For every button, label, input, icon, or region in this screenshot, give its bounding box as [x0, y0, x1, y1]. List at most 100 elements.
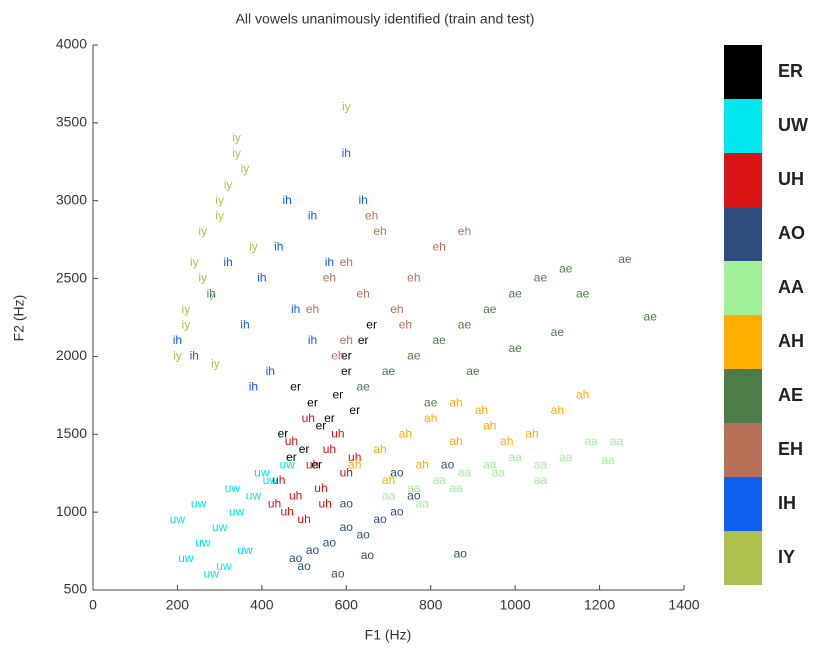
point-label: uw [178, 551, 194, 565]
point-label: eh [399, 317, 412, 331]
point-label: aa [492, 465, 506, 479]
point-label: ah [525, 426, 538, 440]
point-label: ih [308, 208, 317, 222]
point-label: er [349, 403, 360, 417]
point-label: ah [449, 395, 462, 409]
point-label: ae [576, 286, 590, 300]
point-label: uh [297, 512, 310, 526]
point-label: eh [340, 333, 353, 347]
y-tick-label: 500 [64, 581, 88, 597]
point-label: ih [207, 286, 216, 300]
point-label: uh [306, 458, 319, 472]
point-label: er [324, 411, 335, 425]
point-label: ae [559, 261, 573, 275]
legend-swatch [724, 261, 762, 315]
point-label: ao [441, 458, 455, 472]
point-label: ih [308, 333, 317, 347]
point-label: iy [342, 99, 351, 113]
point-label: ao [297, 559, 311, 573]
point-label: ih [358, 193, 367, 207]
point-label: ah [382, 473, 395, 487]
point-label: eh [458, 224, 471, 238]
point-label: aa [432, 473, 446, 487]
point-label: ih [266, 364, 275, 378]
point-label: ih [190, 349, 199, 363]
y-axis-label: F2 (Hz) [11, 295, 27, 342]
point-label: ae [534, 271, 548, 285]
point-label: aa [449, 481, 463, 495]
point-label: uw [216, 559, 232, 573]
point-label: eh [373, 224, 386, 238]
point-label: eh [340, 255, 353, 269]
y-tick-label: 1000 [56, 503, 87, 519]
legend-label: AO [778, 223, 805, 243]
point-label: uh [348, 450, 361, 464]
point-label: ah [551, 403, 564, 417]
point-label: uh [314, 481, 327, 495]
point-label: ah [449, 434, 462, 448]
x-tick-label: 800 [419, 597, 443, 613]
point-label: ae [407, 349, 421, 363]
y-tick-label: 4000 [56, 36, 87, 52]
point-label: aa [584, 434, 598, 448]
point-label: iy [224, 177, 233, 191]
legend-swatch [724, 99, 762, 153]
legend-label: ER [778, 61, 803, 81]
point-label: uw [212, 520, 228, 534]
point-label: uh [272, 473, 285, 487]
point-label: ao [331, 567, 345, 581]
point-label: iy [215, 208, 224, 222]
point-label: er [290, 380, 301, 394]
point-label: iy [173, 349, 182, 363]
point-label: aa [458, 465, 472, 479]
point-label: er [341, 364, 352, 378]
point-label: ae [466, 364, 480, 378]
legend-label: AH [778, 331, 804, 351]
point-label: uw [225, 481, 241, 495]
x-tick-label: 400 [250, 597, 274, 613]
point-label: ae [508, 286, 522, 300]
point-label: ao [356, 528, 370, 542]
point-label: er [307, 395, 318, 409]
point-label: ae [551, 325, 565, 339]
point-label: aa [483, 458, 497, 472]
point-label: uw [195, 535, 211, 549]
point-label: ao [407, 489, 421, 503]
point-label: eh [365, 208, 378, 222]
point-label: aa [407, 481, 421, 495]
y-tick-label: 2500 [56, 269, 87, 285]
point-label: iy [198, 224, 207, 238]
point-label: aa [610, 434, 624, 448]
point-label: er [311, 458, 322, 472]
point-label: iy [241, 162, 250, 176]
point-label: eh [323, 271, 336, 285]
legend-label: UW [778, 115, 808, 135]
x-tick-label: 1400 [668, 597, 699, 613]
point-label: eh [306, 302, 319, 316]
point-label: ah [576, 388, 589, 402]
point-label: aa [416, 497, 430, 511]
legend-label: EH [778, 439, 803, 459]
legend-label: IY [778, 547, 795, 567]
point-label: ae [356, 380, 370, 394]
point-label: iy [232, 146, 241, 160]
point-label: ae [424, 395, 438, 409]
point-label: uw [229, 504, 245, 518]
point-label: ih [283, 193, 292, 207]
point-label: eh [331, 349, 344, 363]
point-label: aa [382, 489, 396, 503]
point-label: uw [246, 489, 262, 503]
x-tick-label: 1200 [584, 597, 615, 613]
point-label: er [341, 349, 352, 363]
point-label: ae [432, 333, 446, 347]
point-label: er [366, 317, 377, 331]
point-label: eh [432, 240, 445, 254]
point-label: ih [173, 333, 182, 347]
point-label: uw [170, 512, 186, 526]
point-label: ih [240, 317, 249, 331]
x-tick-label: 0 [89, 597, 97, 613]
point-label: uh [323, 442, 336, 456]
legend-label: UH [778, 169, 804, 189]
point-label: ah [399, 426, 412, 440]
